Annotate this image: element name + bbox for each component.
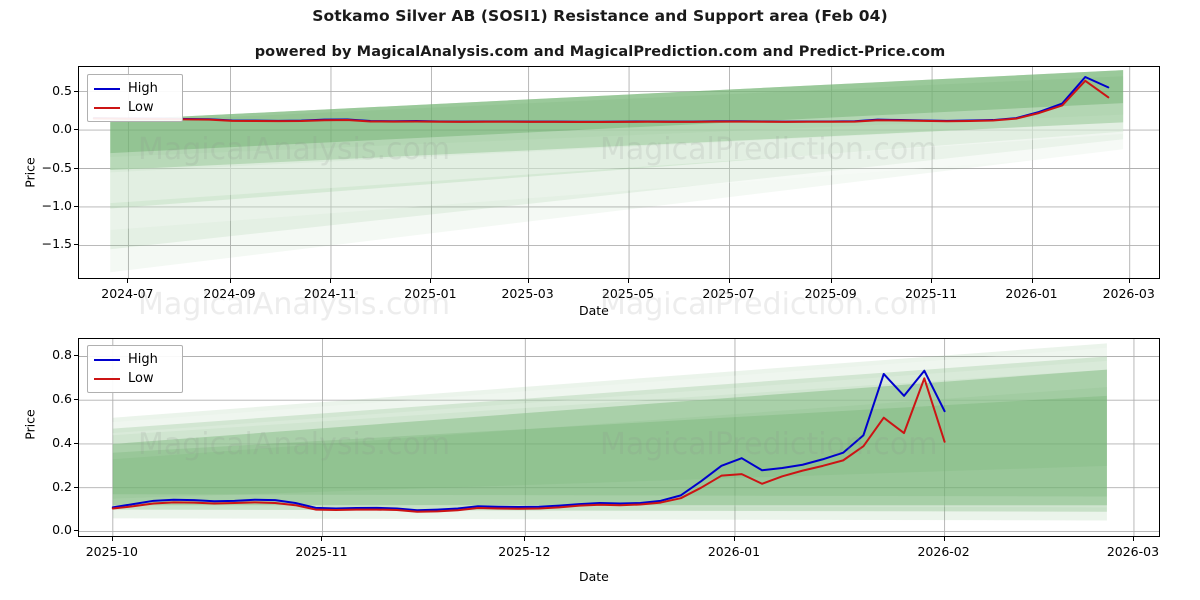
overview-x-axis-label: Date: [579, 303, 609, 318]
resistance-support-bands: [110, 70, 1124, 273]
band-fan-strip: [110, 103, 1124, 204]
x-tick-mark: [1031, 279, 1033, 283]
y-tick-label: 0.4: [52, 434, 72, 450]
y-tick-label: 0.0: [52, 522, 72, 538]
band-layer: [112, 369, 1107, 506]
x-tick-mark: [943, 537, 945, 541]
x-tick-label: 2025-11: [295, 544, 348, 559]
x-tick-label: 2026-03: [1106, 544, 1160, 559]
zoom-chart-plot-area: [78, 338, 1160, 537]
y-tick-label: −1.0: [41, 197, 72, 213]
zoom-x-axis-label: Date: [579, 569, 609, 584]
x-tick-label: 2025-01: [404, 286, 457, 301]
x-tick-label: 2024-09: [203, 286, 256, 301]
high-line-swatch-icon: [94, 87, 120, 90]
x-tick-label: 2025-10: [85, 544, 138, 559]
x-tick-mark: [229, 279, 231, 283]
y-tick-mark: [74, 442, 78, 444]
x-tick-label: 2024-07: [101, 286, 154, 301]
y-tick-label: −1.5: [41, 236, 72, 252]
legend-label-low: Low: [128, 371, 154, 386]
overview-chart-plot-area: [78, 66, 1160, 279]
x-tick-label: 2025-05: [601, 286, 655, 301]
x-tick-label: 2026-02: [917, 544, 970, 559]
y-tick-mark: [74, 90, 78, 92]
band-fan-strip: [112, 387, 1107, 499]
x-tick-mark: [733, 537, 735, 541]
x-tick-mark: [111, 537, 113, 541]
resistance-support-bands: [112, 343, 1107, 521]
legend-entry-low: Low: [94, 369, 174, 388]
y-tick-mark: [74, 486, 78, 488]
band-fan-strip: [112, 494, 1107, 508]
band-layer: [110, 70, 1124, 171]
x-tick-mark: [830, 279, 832, 283]
x-tick-label: 2025-07: [702, 286, 755, 301]
band-fan-strip: [112, 347, 1107, 436]
y-tick-mark: [74, 355, 78, 357]
page-title: Sotkamo Silver AB (SOSI1) Resistance and…: [312, 7, 888, 25]
y-tick-label: 0.2: [52, 478, 72, 494]
y-tick-label: −0.5: [41, 159, 72, 175]
x-tick-mark: [430, 279, 432, 283]
overview-legend: High Low: [87, 74, 183, 122]
x-tick-mark: [321, 537, 323, 541]
band-fan-strip: [110, 76, 1124, 157]
band-fan-strip: [112, 360, 1107, 453]
legend-entry-high: High: [94, 350, 174, 369]
legend-entry-high: High: [94, 79, 174, 98]
x-tick-mark: [329, 279, 331, 283]
zoom-legend: High Low: [87, 345, 183, 393]
x-tick-label: 2025-03: [501, 286, 554, 301]
x-tick-mark: [1132, 537, 1134, 541]
x-tick-mark: [1128, 279, 1130, 283]
y-tick-label: 0.0: [52, 121, 72, 137]
y-tick-mark: [74, 244, 78, 246]
page-subtitle: powered by MagicalAnalysis.com and Magic…: [254, 44, 946, 60]
high-line-swatch-icon: [94, 358, 120, 361]
y-tick-label: 0.8: [52, 347, 72, 363]
x-tick-mark: [127, 279, 129, 283]
y-tick-mark: [74, 205, 78, 207]
x-tick-mark: [931, 279, 933, 283]
x-tick-mark: [527, 279, 529, 283]
x-tick-mark: [524, 537, 526, 541]
series-line-low: [92, 79, 1110, 124]
low-line-swatch-icon: [94, 377, 120, 380]
x-tick-label: 2025-12: [498, 544, 551, 559]
y-tick-mark: [74, 530, 78, 532]
x-tick-label: 2026-03: [1102, 286, 1155, 301]
legend-entry-low: Low: [94, 98, 174, 117]
legend-label-high: High: [128, 352, 158, 367]
series-line-low: [111, 377, 946, 513]
series-line-high: [111, 369, 946, 512]
x-tick-mark: [728, 279, 730, 283]
x-tick-label: 2024-11: [303, 286, 357, 301]
x-tick-label: 2025-09: [804, 286, 857, 301]
legend-label-high: High: [128, 81, 158, 96]
band-fan-strip: [110, 122, 1124, 231]
low-line-swatch-icon: [94, 106, 120, 109]
band-layer: [112, 343, 1107, 521]
y-tick-label: 0.5: [52, 82, 72, 98]
y-tick-mark: [74, 167, 78, 169]
band-layer: [110, 70, 1124, 209]
y-tick-mark: [74, 399, 78, 401]
y-tick-label: 0.6: [52, 391, 72, 407]
x-tick-label: 2026-01: [1005, 286, 1058, 301]
legend-label-low: Low: [128, 100, 154, 115]
x-tick-mark: [628, 279, 630, 283]
band-layer: [112, 356, 1107, 512]
y-tick-mark: [74, 129, 78, 131]
band-layer: [110, 70, 1124, 250]
x-tick-label: 2025-11: [904, 286, 958, 301]
x-tick-label: 2026-01: [707, 544, 761, 559]
